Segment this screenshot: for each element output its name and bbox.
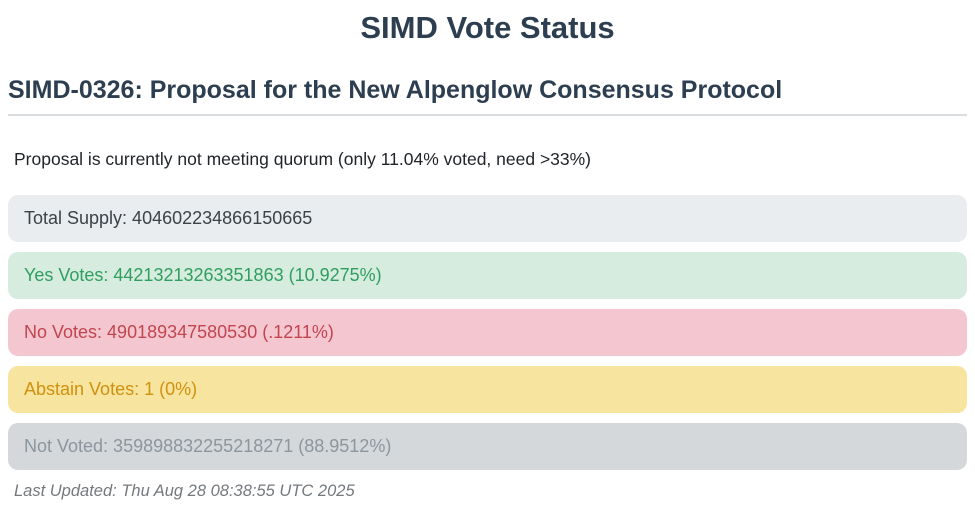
quorum-status-text: Proposal is currently not meeting quorum… [14,149,592,169]
total-supply-bar: Total Supply: 404602234866150665 [8,195,967,242]
last-updated-text: Last Updated: Thu Aug 28 08:38:55 UTC 20… [14,482,355,500]
page-title: SIMD Vote Status [360,10,615,45]
proposal-heading: SIMD-0326: Proposal for the New Alpenglo… [8,76,783,104]
no-votes-bar: No Votes: 490189347580530 (.1211%) [8,309,967,356]
not-voted-bar: Not Voted: 359898832255218271 (88.9512%) [8,423,967,470]
abstain-votes-bar: Abstain Votes: 1 (0%) [8,366,967,413]
heading-divider [8,114,967,116]
yes-votes-bar: Yes Votes: 44213213263351863 (10.9275%) [8,252,967,299]
vote-bars: Total Supply: 404602234866150665 Yes Vot… [8,195,967,470]
